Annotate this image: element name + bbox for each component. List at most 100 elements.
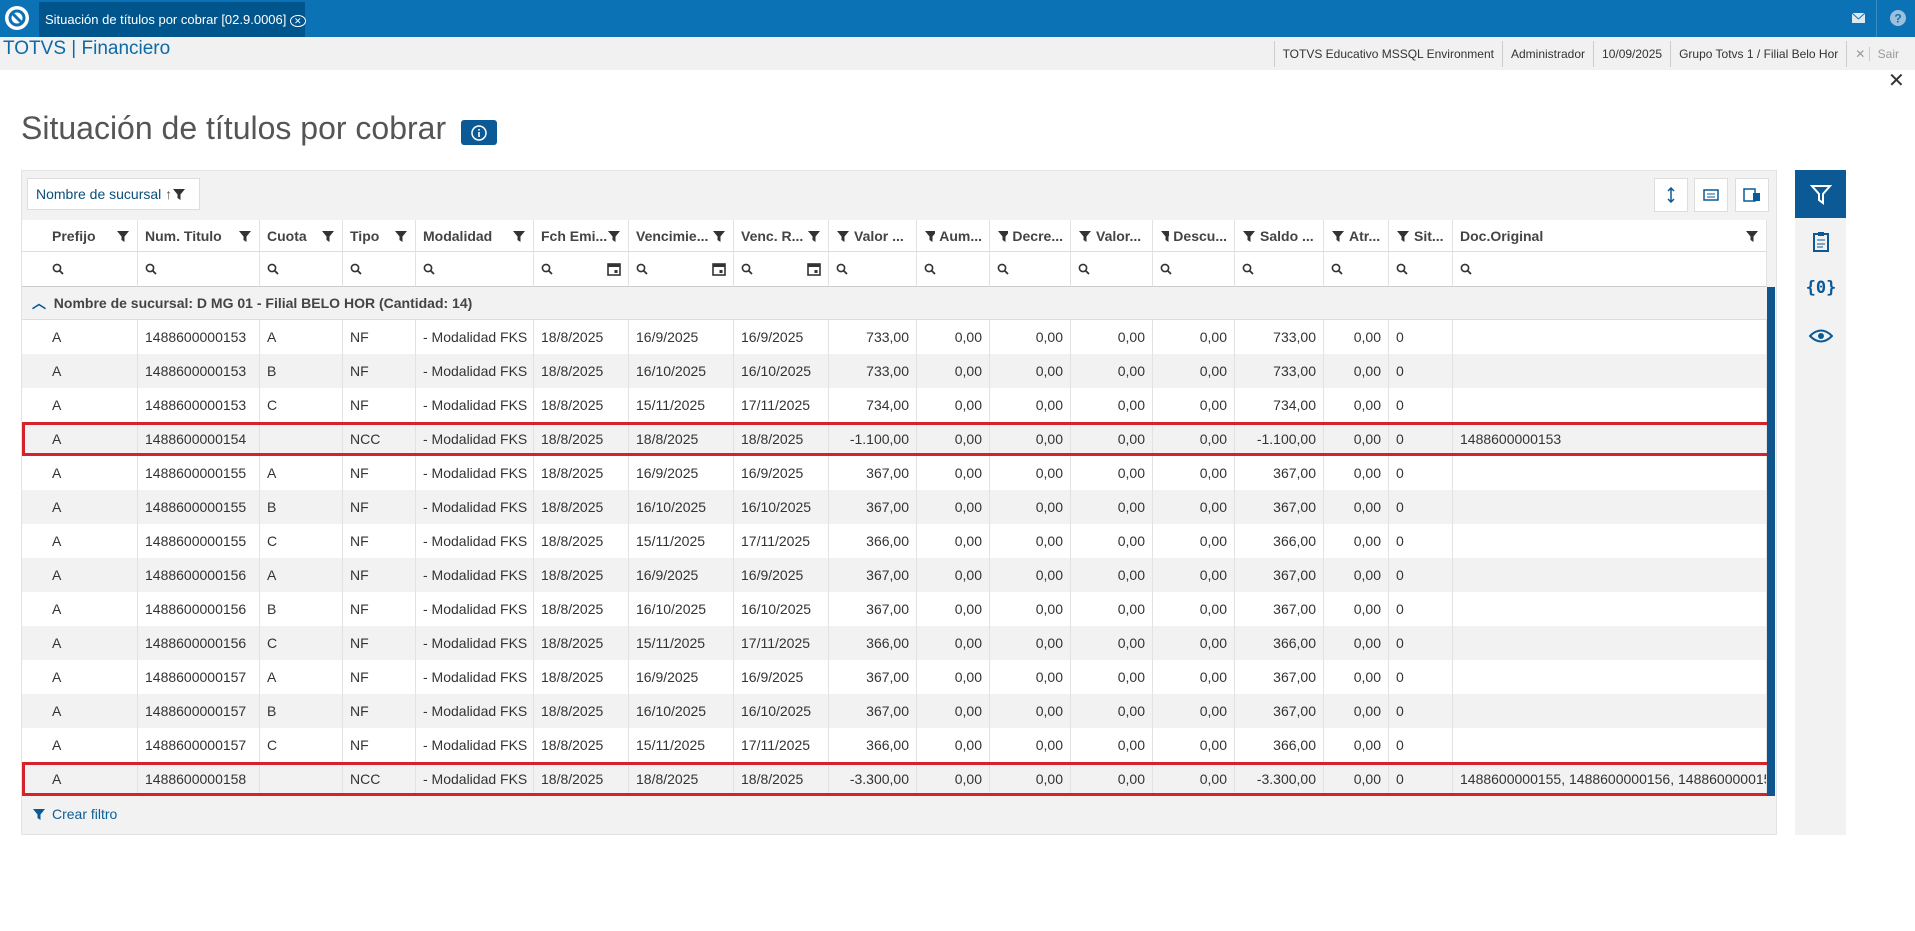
cell: 17/11/2025	[734, 626, 829, 660]
header-cell[interactable]: Tipo	[343, 220, 416, 252]
filter-cell[interactable]	[1153, 252, 1235, 287]
filter-cell[interactable]	[1453, 252, 1767, 287]
header-cell[interactable]: Num. Titulo	[138, 220, 260, 252]
data-row[interactable]: A 1488600000155 B NF - Modalidad FKS 18/8/202…	[22, 490, 1775, 524]
filter-cell[interactable]	[416, 252, 534, 287]
exit[interactable]: ✕ Sair	[1846, 41, 1915, 67]
filter-icon[interactable]	[1160, 229, 1170, 243]
header-cell[interactable]: Modalidad	[416, 220, 534, 252]
filter-icon[interactable]	[1331, 229, 1345, 243]
cell: 0,00	[1324, 422, 1389, 456]
mail-icon[interactable]	[1850, 10, 1868, 26]
filter-cell[interactable]	[1389, 252, 1453, 287]
cell: A	[22, 694, 138, 728]
filter-cell[interactable]	[1071, 252, 1153, 287]
create-filter[interactable]: Crear filtro	[32, 806, 117, 822]
filter-cell[interactable]	[917, 252, 990, 287]
cell: 1488600000155	[138, 490, 260, 524]
filter-icon[interactable]	[997, 229, 1009, 243]
filter-cell[interactable]	[734, 252, 829, 287]
filter-cell[interactable]	[260, 252, 343, 287]
cell	[260, 422, 343, 456]
data-row[interactable]: A 1488600000153 C NF - Modalidad FKS 18/8/202…	[22, 388, 1775, 422]
header-cell[interactable]: Fch Emi...	[534, 220, 629, 252]
filter-icon[interactable]	[512, 229, 526, 243]
help-icon[interactable]: ?	[1889, 9, 1907, 27]
sidebar-variables[interactable]: {0}	[1805, 278, 1837, 298]
cell: 0,00	[1324, 490, 1389, 524]
filter-cell[interactable]	[22, 252, 138, 287]
calendar-icon[interactable]	[807, 262, 821, 276]
tab-close[interactable]: ✕	[290, 15, 306, 27]
data-row[interactable]: A 1488600000155 A NF - Modalidad FKS 18/8/202…	[22, 456, 1775, 490]
filter-cell[interactable]	[990, 252, 1071, 287]
data-row[interactable]: A 1488600000153 B NF - Modalidad FKS 18/8/202…	[22, 354, 1775, 388]
data-row[interactable]: A 1488600000156 A NF - Modalidad FKS 18/8/202…	[22, 558, 1775, 592]
header-cell[interactable]: Vencimie...	[629, 220, 734, 252]
info-button[interactable]	[461, 120, 497, 145]
header-cell[interactable]: Cuota	[260, 220, 343, 252]
data-row[interactable]: A 1488600000157 C NF - Modalidad FKS 18/8/202…	[22, 728, 1775, 762]
header-cell[interactable]: Aum...	[917, 220, 990, 252]
scrollbar[interactable]	[1767, 287, 1775, 796]
filter-icon[interactable]	[924, 229, 936, 243]
header-cell[interactable]: Decre...	[990, 220, 1071, 252]
header-cell[interactable]: Valor...	[1071, 220, 1153, 252]
cell: 16/10/2025	[629, 354, 734, 388]
cell	[1453, 626, 1767, 660]
cell: 18/8/2025	[734, 762, 829, 796]
filter-icon[interactable]	[1396, 229, 1410, 243]
data-row[interactable]: A 1488600000154 NCC - Modalidad FKS 18/8/202…	[22, 422, 1775, 456]
data-row[interactable]: A 1488600000153 A NF - Modalidad FKS 18/8/202…	[22, 320, 1775, 354]
cell: A	[22, 490, 138, 524]
cell: 0,00	[1153, 592, 1235, 626]
header-cell[interactable]: Venc. R...	[734, 220, 829, 252]
sidebar-clipboard[interactable]	[1806, 227, 1836, 257]
filter-icon[interactable]	[394, 229, 408, 243]
cell	[1453, 524, 1767, 558]
sidebar-filter[interactable]	[1795, 170, 1846, 218]
group-by-chip[interactable]: Nombre de sucursal ↑	[27, 178, 200, 210]
data-row[interactable]: A 1488600000157 A NF - Modalidad FKS 18/8/202…	[22, 660, 1775, 694]
filter-icon[interactable]	[1242, 229, 1256, 243]
data-row[interactable]: A 1488600000156 B NF - Modalidad FKS 18/8/202…	[22, 592, 1775, 626]
header-cell[interactable]: Doc.Original	[1453, 220, 1767, 252]
header-cell[interactable]: Saldo ...	[1235, 220, 1324, 252]
tab[interactable]: Situación de títulos por cobrar [02.9.00…	[39, 2, 306, 37]
cell: 0,00	[1324, 388, 1389, 422]
filter-cell[interactable]	[629, 252, 734, 287]
filter-cell[interactable]	[138, 252, 260, 287]
filter-cell[interactable]	[829, 252, 917, 287]
data-row[interactable]: A 1488600000157 B NF - Modalidad FKS 18/8/202…	[22, 694, 1775, 728]
filter-icon[interactable]	[807, 229, 821, 243]
data-row[interactable]: A 1488600000158 NCC - Modalidad FKS 18/8/202…	[22, 762, 1775, 796]
group-row[interactable]: ︿ Nombre de sucursal: D MG 01 - Filial B…	[22, 287, 1767, 320]
header-cell[interactable]: Prefijo	[22, 220, 138, 252]
header-cell[interactable]: Atr...	[1324, 220, 1389, 252]
header-cell[interactable]: Descu...	[1153, 220, 1235, 252]
columns-button[interactable]	[1735, 178, 1769, 212]
close-button[interactable]: ✕	[1888, 70, 1905, 92]
filter-cell[interactable]	[1324, 252, 1389, 287]
export-button[interactable]	[1694, 178, 1728, 212]
search-icon	[836, 263, 848, 275]
filter-cell[interactable]	[343, 252, 416, 287]
data-row[interactable]: A 1488600000155 C NF - Modalidad FKS 18/8/202…	[22, 524, 1775, 558]
data-row[interactable]: A 1488600000156 C NF - Modalidad FKS 18/8/202…	[22, 626, 1775, 660]
filter-icon[interactable]	[116, 229, 130, 243]
filter-icon[interactable]	[607, 229, 621, 243]
calendar-icon[interactable]	[712, 262, 726, 276]
filter-icon[interactable]	[1745, 229, 1759, 243]
sidebar-view[interactable]	[1806, 321, 1836, 351]
header-cell[interactable]: Valor ...	[829, 220, 917, 252]
filter-icon[interactable]	[1078, 229, 1092, 243]
calendar-icon[interactable]	[607, 262, 621, 276]
filter-icon[interactable]	[321, 229, 335, 243]
filter-cell[interactable]	[534, 252, 629, 287]
filter-icon[interactable]	[238, 229, 252, 243]
filter-icon[interactable]	[836, 229, 850, 243]
density-button[interactable]	[1654, 178, 1688, 212]
header-cell[interactable]: Sit...	[1389, 220, 1453, 252]
filter-icon[interactable]	[712, 229, 726, 243]
filter-cell[interactable]	[1235, 252, 1324, 287]
